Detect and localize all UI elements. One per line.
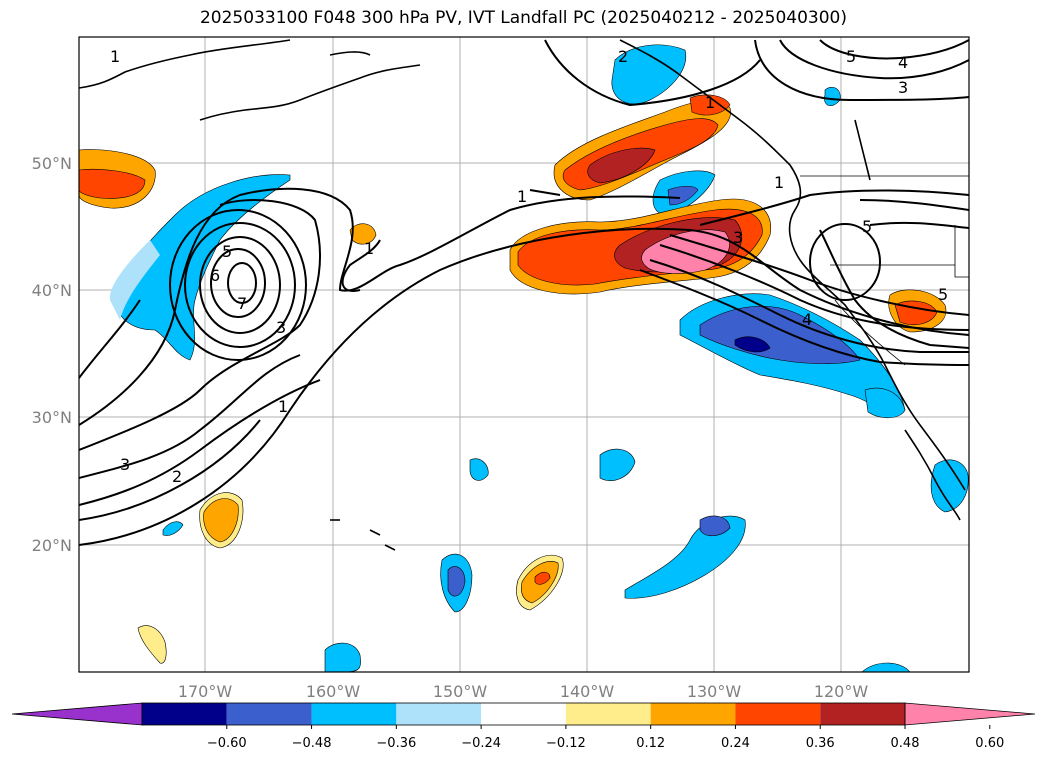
- longitude-labels: 170°W 160°W 150°W 140°W 130°W 120°W: [178, 682, 869, 701]
- lon-label: 160°W: [306, 682, 361, 701]
- contour-label: 3: [898, 78, 908, 97]
- contour-label: 4: [898, 53, 908, 72]
- contour-labels: 1 2 3 4 5 1 1 1 5 6 7 3 1 3 2 3 5 4 5 1: [110, 47, 948, 486]
- contour-label: 3: [733, 228, 743, 247]
- lon-label: 130°W: [687, 682, 742, 701]
- colorbar-segment: [481, 703, 566, 725]
- lon-label: 140°W: [560, 682, 615, 701]
- pv-fill-areas: [79, 44, 969, 672]
- contour-label: 1: [364, 239, 374, 258]
- colorbar-segment: [650, 703, 736, 725]
- colorbar-tick-label: −0.12: [546, 736, 586, 751]
- colorbar-extend-min: [11, 702, 143, 726]
- colorbar-segment: [396, 703, 482, 725]
- lat-label: 50°N: [32, 154, 72, 173]
- colorbar-extend-max: [904, 702, 1036, 726]
- contour-label: 5: [846, 47, 856, 66]
- colorbar-segment: [311, 703, 397, 725]
- contour-label: 3: [276, 318, 286, 337]
- colorbar-segment: [820, 703, 905, 725]
- lon-label: 170°W: [178, 682, 233, 701]
- contour-label: 1: [278, 397, 288, 416]
- contour-label: 3: [120, 455, 130, 474]
- lat-label: 30°N: [32, 408, 72, 427]
- map-border: [78, 36, 970, 673]
- contour-label: 5: [938, 285, 948, 304]
- colorbar-tick-label: 0.48: [891, 736, 920, 751]
- colorbar: [11, 702, 1036, 726]
- colorbar-segment: [142, 703, 227, 725]
- colorbar-tick-label: 0.60: [975, 736, 1004, 751]
- colorbar-tick-label: 0.24: [721, 736, 750, 751]
- political-borders: [800, 175, 969, 366]
- ivt-contours: [79, 39, 969, 546]
- lat-label: 40°N: [32, 281, 72, 300]
- colorbar-tick-label: 0.12: [636, 736, 665, 751]
- contour-label: 1: [110, 47, 120, 66]
- colorbar-segment: [565, 703, 651, 725]
- colorbar-outline: [141, 702, 906, 726]
- contour-label: 2: [618, 47, 628, 66]
- lat-label: 20°N: [32, 536, 72, 555]
- colorbar-tick-labels: −0.60 −0.48 −0.36 −0.24 −0.12 0.12 0.24 0.36 0.4…: [207, 725, 1004, 751]
- contour-label: 1: [517, 187, 527, 206]
- lon-label: 120°W: [814, 682, 869, 701]
- lon-label: 150°W: [433, 682, 488, 701]
- colorbar-tick-label: −0.36: [376, 736, 416, 751]
- colorbar-tick-label: 0.36: [806, 736, 835, 751]
- contour-label: 5: [862, 217, 872, 236]
- map-title: 2025033100 F048 300 hPa PV, IVT Landfall…: [199, 8, 847, 28]
- latitude-labels: 50°N 40°N 30°N 20°N: [32, 154, 72, 555]
- colorbar-tick-label: −0.24: [461, 736, 501, 751]
- contour-label: 1: [705, 93, 715, 112]
- contour-label: 5: [222, 242, 232, 261]
- contour-label: 7: [237, 294, 247, 313]
- coastlines: [79, 39, 966, 551]
- contour-label: 2: [172, 467, 182, 486]
- contour-label: 1: [774, 173, 784, 192]
- colorbar-segment: [226, 703, 312, 725]
- colorbar-tick-label: −0.48: [292, 736, 332, 751]
- colorbar-tick-label: −0.60: [207, 736, 247, 751]
- contour-label: 6: [210, 266, 220, 285]
- colorbar-segment: [735, 703, 821, 725]
- contour-label: 4: [802, 310, 812, 329]
